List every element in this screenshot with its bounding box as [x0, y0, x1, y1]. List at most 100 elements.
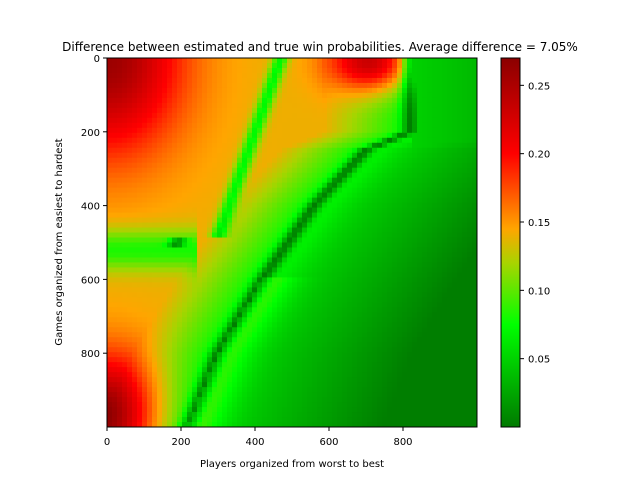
- heatmap-cell: [107, 147, 113, 154]
- heatmap-cell: [282, 292, 288, 298]
- heatmap-cell: [112, 162, 118, 169]
- heatmap-cell: [172, 82, 178, 89]
- heatmap-cell: [372, 377, 378, 383]
- heatmap-cell: [142, 282, 148, 288]
- heatmap-cell: [132, 152, 138, 159]
- heatmap-cell: [332, 192, 338, 199]
- heatmap-cell: [252, 377, 258, 383]
- heatmap-cell: [412, 317, 418, 323]
- heatmap-cell: [227, 362, 233, 368]
- heatmap-cell: [177, 122, 183, 129]
- heatmap-cell: [302, 367, 308, 373]
- heatmap-cell: [307, 107, 313, 114]
- heatmap-cell: [152, 167, 158, 174]
- heatmap-cell: [417, 282, 423, 288]
- heatmap-cell: [272, 237, 278, 244]
- heatmap-cell: [142, 172, 148, 179]
- heatmap-cell: [182, 352, 188, 358]
- heatmap-cell: [232, 192, 238, 199]
- heatmap-cell: [382, 82, 388, 89]
- heatmap-cell: [352, 272, 358, 279]
- heatmap-cell: [467, 377, 473, 383]
- heatmap-cell: [162, 112, 168, 119]
- heatmap-cell: [387, 327, 393, 333]
- heatmap-cell: [237, 77, 243, 84]
- heatmap-cell: [287, 117, 293, 124]
- heatmap-cell: [317, 237, 323, 244]
- heatmap-cell: [232, 137, 238, 144]
- heatmap-cell: [337, 242, 343, 249]
- heatmap-cell: [427, 327, 433, 333]
- heatmap-cell: [332, 167, 338, 174]
- heatmap-cell: [472, 152, 477, 159]
- heatmap-cell: [257, 392, 263, 398]
- heatmap-cell: [147, 147, 153, 154]
- heatmap-cell: [157, 167, 163, 174]
- heatmap-cell: [462, 232, 468, 239]
- heatmap-cell: [347, 342, 353, 348]
- heatmap-cell: [457, 202, 463, 209]
- heatmap-cell: [142, 307, 148, 313]
- heatmap-cell: [147, 152, 153, 159]
- heatmap-cell: [157, 307, 163, 313]
- heatmap-cell: [162, 317, 168, 323]
- heatmap-cell: [272, 72, 278, 79]
- heatmap-cell: [117, 257, 123, 264]
- heatmap-cell: [407, 197, 413, 204]
- heatmap-cell: [117, 302, 123, 308]
- heatmap-cell: [407, 377, 413, 383]
- heatmap-cell: [402, 272, 408, 279]
- heatmap-cell: [337, 332, 343, 338]
- heatmap-cell: [417, 112, 423, 119]
- heatmap-cell: [262, 257, 268, 264]
- heatmap-cell: [152, 277, 158, 283]
- heatmap-cell: [382, 157, 388, 164]
- heatmap-cell: [272, 337, 278, 343]
- heatmap-cell: [292, 182, 298, 189]
- heatmap-cell: [217, 322, 223, 328]
- heatmap-cell: [437, 117, 443, 124]
- heatmap-cell: [192, 307, 198, 313]
- heatmap-cell: [392, 182, 398, 189]
- heatmap-cell: [182, 102, 188, 109]
- heatmap-cell: [287, 222, 293, 229]
- heatmap-cell: [462, 272, 468, 279]
- heatmap-cell: [367, 58, 373, 64]
- heatmap-cell: [137, 58, 143, 64]
- heatmap-cell: [392, 177, 398, 184]
- heatmap-cell: [137, 267, 143, 274]
- heatmap-cell: [137, 387, 143, 393]
- heatmap-cell: [437, 187, 443, 194]
- heatmap-cell: [177, 282, 183, 288]
- heatmap-cell: [347, 137, 353, 144]
- heatmap-cell: [222, 207, 228, 214]
- heatmap-cell: [387, 187, 393, 194]
- heatmap-cell: [427, 172, 433, 179]
- heatmap-cell: [107, 367, 113, 373]
- heatmap-cell: [357, 192, 363, 199]
- heatmap-cell: [147, 282, 153, 288]
- heatmap-cell: [297, 162, 303, 169]
- heatmap-cell: [417, 58, 423, 64]
- heatmap-cell: [312, 202, 318, 209]
- heatmap-cell: [367, 127, 373, 134]
- heatmap-cell: [202, 122, 208, 129]
- heatmap-cell: [357, 132, 363, 139]
- heatmap-cell: [412, 247, 418, 254]
- heatmap-cell: [147, 292, 153, 298]
- heatmap-cell: [217, 387, 223, 393]
- heatmap-cell: [397, 332, 403, 338]
- heatmap-cell: [307, 137, 313, 144]
- heatmap-cell: [387, 367, 393, 373]
- heatmap-cell: [107, 152, 113, 159]
- heatmap-cell: [127, 117, 133, 124]
- heatmap-cell: [317, 167, 323, 174]
- heatmap-cell: [197, 362, 203, 368]
- heatmap-cell: [467, 207, 473, 214]
- heatmap-cell: [182, 207, 188, 214]
- heatmap-cell: [357, 352, 363, 358]
- heatmap-cell: [292, 347, 298, 353]
- heatmap-cell: [127, 382, 133, 388]
- heatmap-cell: [412, 297, 418, 303]
- heatmap-cell: [152, 377, 158, 383]
